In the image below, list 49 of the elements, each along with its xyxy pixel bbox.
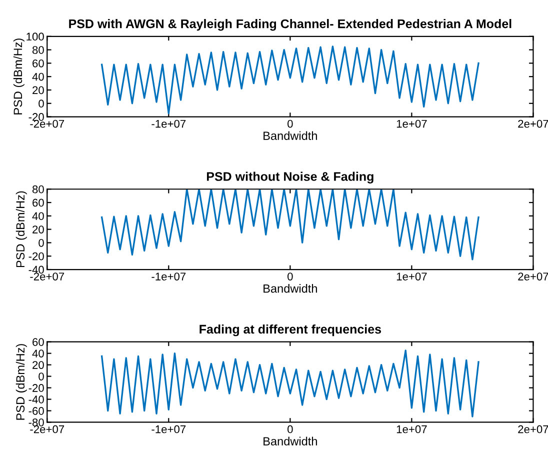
y-axis-title: PSD (dBm/Hz): [16, 191, 27, 268]
y-tick-label: -80: [28, 418, 44, 426]
x-tick-label: 0: [288, 425, 293, 434]
y-axis-title: PSD (dBm/Hz): [13, 38, 24, 114]
y-axis-title: PSD (dBm/Hz): [16, 344, 27, 420]
x-tick-label: 0: [288, 272, 293, 280]
y-tick-label: 100: [26, 32, 44, 41]
x-tick-label: -2e+07: [30, 120, 64, 128]
x-tick-label: 0: [288, 120, 293, 128]
chart-title: Fading at different frequencies: [200, 324, 381, 336]
x-tick-label: -2e+07: [30, 272, 64, 280]
y-tick-label: -40: [28, 266, 44, 274]
y-tick-label: 20: [32, 361, 44, 369]
x-tick-label: 1e+07: [396, 120, 427, 128]
y-tick-label: 0: [38, 100, 44, 108]
x-axis-title: Bandwidth: [264, 436, 317, 446]
y-tick-label: 60: [32, 59, 44, 68]
y-tick-label: -60: [28, 407, 44, 415]
y-tick-label: -40: [28, 396, 44, 404]
line-series: [100, 46, 480, 114]
y-tick-label: 0: [38, 238, 44, 247]
x-tick-label: 1e+07: [396, 272, 427, 280]
y-tick-label: -20: [28, 113, 44, 121]
line-series: [100, 350, 480, 418]
y-tick-label: -20: [28, 384, 44, 392]
y-tick-label: 40: [32, 350, 44, 358]
chart-title: PSD without Noise & Fading: [206, 172, 374, 184]
x-tick-label: 2e+07: [518, 120, 548, 128]
x-tick-label: -2e+07: [30, 425, 64, 434]
y-tick-label: -20: [28, 252, 44, 260]
y-tick-label: 20: [32, 226, 44, 234]
y-tick-label: 60: [32, 198, 44, 207]
y-tick-label: 80: [32, 46, 44, 54]
y-tick-label: 20: [32, 86, 44, 94]
x-tick-label: 1e+07: [396, 425, 427, 434]
x-tick-label: -1e+07: [152, 425, 186, 434]
y-tick-label: 0: [38, 372, 44, 380]
x-axis-title: Bandwidth: [264, 131, 317, 140]
y-tick-label: 60: [32, 338, 44, 346]
x-tick-label: -1e+07: [152, 120, 186, 128]
x-tick-label: 2e+07: [518, 272, 548, 280]
chart-title: PSD with AWGN & Rayleigh Fading Channel- Extended Pedestrian A Model: [69, 19, 512, 31]
y-tick-label: 40: [32, 72, 44, 81]
x-axis-title: Bandwidth: [264, 284, 317, 293]
y-tick-label: 40: [32, 212, 44, 220]
x-tick-label: 2e+07: [518, 425, 548, 434]
x-tick-label: -1e+07: [152, 272, 186, 280]
line-series: [100, 189, 480, 260]
y-tick-label: 80: [32, 185, 44, 194]
